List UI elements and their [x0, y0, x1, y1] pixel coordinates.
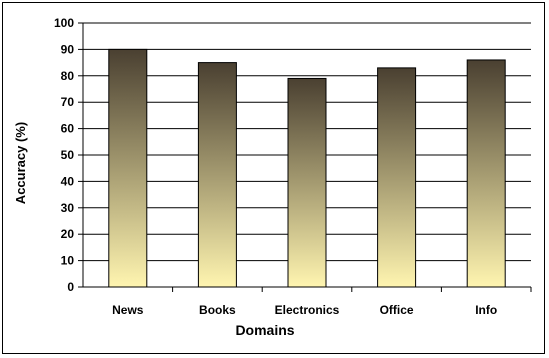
bar-books: [197, 62, 237, 288]
x-tick-label-books: Books: [199, 303, 236, 317]
y-tick-label: 30: [61, 201, 75, 215]
y-tick-labels: 0 10 20 30 40 50 60 70 80 90 100: [54, 16, 74, 294]
bar-office: [377, 67, 417, 288]
x-tick-label-office: Office: [380, 303, 414, 317]
bars: [108, 48, 506, 288]
bar-electronics: [287, 77, 327, 288]
y-tick-label: 0: [67, 280, 74, 294]
y-tick-label: 80: [61, 69, 75, 83]
y-axis-title: Accuracy (%): [13, 122, 28, 204]
y-tick-label: 60: [61, 122, 75, 136]
y-tick-label: 10: [61, 254, 75, 268]
bar-info: [466, 59, 506, 288]
x-tick-label-news: News: [112, 303, 144, 317]
bar-news: [108, 48, 148, 288]
y-tick-label: 90: [61, 42, 75, 56]
x-tick-labels: News Books Electronics Office Info: [112, 287, 532, 317]
x-axis-title: Domains: [235, 322, 294, 338]
chart-frame: 0 10 20 30 40 50 60 70 80 90 100 News Books Electron…: [2, 2, 545, 354]
y-tick-label: 40: [61, 174, 75, 188]
x-tick-label-electronics: Electronics: [275, 303, 340, 317]
bar-chart: 0 10 20 30 40 50 60 70 80 90 100 News Books Electron…: [13, 16, 532, 338]
y-tick-label: 70: [61, 95, 75, 109]
y-tick-label: 50: [61, 148, 75, 162]
y-tick-label: 20: [61, 227, 75, 241]
x-tick-label-info: Info: [475, 303, 497, 317]
y-tick-label: 100: [54, 16, 74, 30]
